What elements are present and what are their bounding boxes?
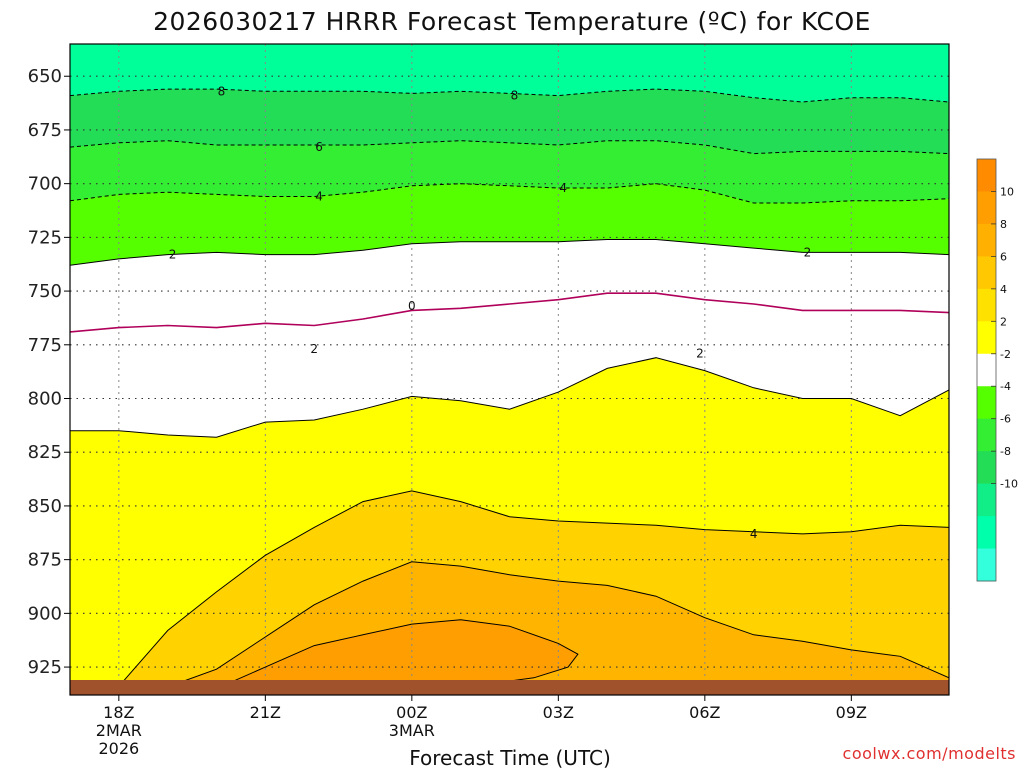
y-tick-label: 775 — [28, 335, 62, 356]
colorbar-label: 4 — [1000, 283, 1007, 296]
credit-text: coolwx.com/modelts — [843, 744, 1016, 763]
y-tick-label: 875 — [28, 550, 62, 571]
y-tick-label: 800 — [28, 389, 62, 410]
y-tick-label: 675 — [28, 120, 62, 141]
x-tick-label: 3MAR — [389, 721, 435, 740]
colorbar: 10 8 6 4 2 -2 -4 -6 -8 -10 — [976, 158, 1018, 582]
temperature-fill-layer — [70, 44, 949, 695]
contour-label: 2 — [310, 342, 318, 356]
contour-label: 2 — [169, 248, 177, 262]
y-axis: 650 675 700 725 750 775 800 825 850 875 900 925 — [28, 66, 70, 678]
colorbar-swatch — [977, 516, 996, 550]
x-tick-label: 03Z — [543, 703, 574, 722]
colorbar-label: -8 — [1000, 445, 1011, 458]
x-tick-label: 09Z — [836, 703, 867, 722]
contour-label: 2 — [804, 245, 812, 259]
plot-frame — [69, 43, 950, 696]
colorbar-swatch — [977, 548, 996, 582]
colorbar-label: -6 — [1000, 413, 1011, 426]
colorbar-label: -10 — [1000, 478, 1018, 491]
colorbar-label: -2 — [1000, 348, 1011, 361]
colorbar-swatch — [977, 288, 996, 322]
x-axis-title: Forecast Time (UTC) — [409, 746, 611, 768]
contour-line-4 — [70, 183, 949, 204]
contour-label: 6 — [315, 140, 323, 154]
colorbar-swatch — [977, 418, 996, 452]
y-tick-label: 850 — [28, 496, 62, 517]
contour-line-6 — [162, 561, 949, 690]
contour-label: 2 — [696, 346, 704, 360]
colorbar-frame — [976, 158, 997, 582]
x-tick-label: 00Z — [396, 703, 427, 722]
x-tick-label: 2MAR — [96, 721, 142, 740]
x-tick-label: 06Z — [689, 703, 720, 722]
y-tick-label: 700 — [28, 174, 62, 195]
contour-line-2 — [70, 239, 949, 266]
fill-below-minus8 — [70, 44, 949, 102]
y-tick-label: 925 — [28, 657, 62, 678]
contour-line-2 — [70, 357, 949, 438]
y-tick-label: 825 — [28, 442, 62, 463]
colorbar-swatch — [977, 256, 996, 290]
grid-layer — [70, 44, 949, 695]
contour-label: 4 — [315, 190, 323, 204]
contour-label: 8 — [218, 84, 226, 98]
x-tick-label: 2026 — [98, 739, 139, 758]
contour-label: 4 — [559, 181, 567, 195]
colorbar-label: 2 — [1000, 315, 1007, 328]
y-tick-label: 650 — [28, 66, 62, 87]
contour-line-4 — [74, 490, 949, 695]
colorbar-swatch — [977, 386, 996, 420]
x-tick-label: 18Z — [103, 703, 134, 722]
colorbar-swatch — [977, 321, 996, 355]
colorbar-swatch — [977, 223, 996, 257]
y-tick-label: 750 — [28, 281, 62, 302]
colorbar-swatch — [977, 159, 996, 192]
colorbar-swatch — [977, 483, 996, 517]
colorbar-swatch — [977, 353, 996, 387]
fill-8-to-10 — [216, 619, 578, 693]
y-tick-label: 900 — [28, 603, 62, 624]
x-tick-label: 21Z — [250, 703, 281, 722]
colorbar-swatch — [977, 451, 996, 485]
ground-surface — [70, 680, 949, 695]
colorbar-label: 8 — [1000, 218, 1007, 231]
contour-line-0 — [70, 292, 949, 333]
y-tick-label: 725 — [28, 227, 62, 248]
colorbar-label: 10 — [1000, 185, 1014, 198]
contour-label: 8 — [511, 89, 519, 103]
colorbar-label: 6 — [1000, 250, 1007, 263]
contour-label: 4 — [750, 527, 758, 541]
colorbar-swatch — [977, 191, 996, 225]
contour-label: 0 — [408, 299, 416, 313]
chart-title: 2026030217 HRRR Forecast Temperature (ºC… — [153, 7, 871, 36]
colorbar-label: -4 — [1000, 380, 1011, 393]
contour-labels: 8 8 6 4 4 2 2 0 2 2 4 — [169, 84, 811, 541]
